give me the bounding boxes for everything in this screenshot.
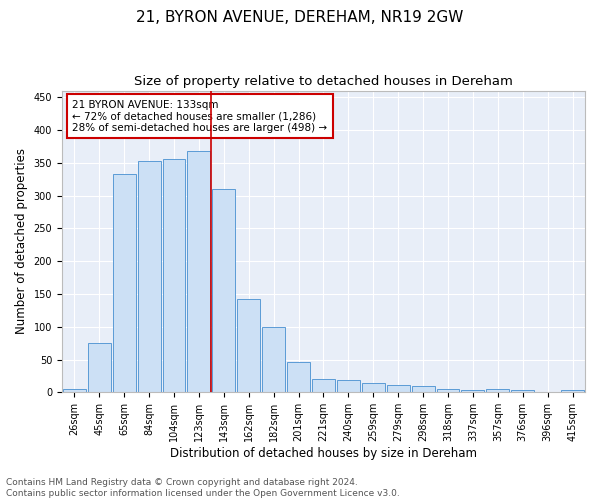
Bar bbox=[561, 390, 584, 392]
Bar bbox=[362, 383, 385, 392]
Bar bbox=[63, 389, 86, 392]
Bar bbox=[262, 328, 285, 392]
Bar bbox=[187, 151, 211, 392]
Y-axis label: Number of detached properties: Number of detached properties bbox=[15, 148, 28, 334]
Text: 21, BYRON AVENUE, DEREHAM, NR19 2GW: 21, BYRON AVENUE, DEREHAM, NR19 2GW bbox=[136, 10, 464, 25]
Bar bbox=[337, 380, 360, 392]
Bar bbox=[237, 298, 260, 392]
Bar bbox=[387, 385, 410, 392]
Bar bbox=[163, 160, 185, 392]
Text: 21 BYRON AVENUE: 133sqm
← 72% of detached houses are smaller (1,286)
28% of semi: 21 BYRON AVENUE: 133sqm ← 72% of detache… bbox=[73, 100, 328, 133]
Bar bbox=[437, 389, 460, 392]
Title: Size of property relative to detached houses in Dereham: Size of property relative to detached ho… bbox=[134, 75, 513, 88]
Bar bbox=[461, 390, 484, 392]
Bar bbox=[212, 189, 235, 392]
Bar bbox=[412, 386, 434, 392]
Bar bbox=[511, 390, 534, 392]
Bar bbox=[487, 389, 509, 392]
Bar bbox=[88, 343, 111, 392]
Text: Contains HM Land Registry data © Crown copyright and database right 2024.
Contai: Contains HM Land Registry data © Crown c… bbox=[6, 478, 400, 498]
Bar bbox=[287, 362, 310, 392]
Bar bbox=[312, 379, 335, 392]
X-axis label: Distribution of detached houses by size in Dereham: Distribution of detached houses by size … bbox=[170, 447, 477, 460]
Bar bbox=[113, 174, 136, 392]
Bar bbox=[137, 161, 161, 392]
